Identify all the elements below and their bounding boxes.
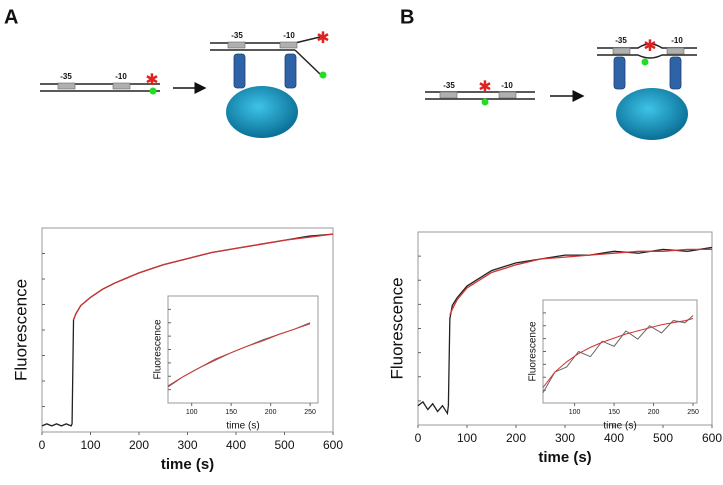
svg-text:✱: ✱ xyxy=(478,79,491,96)
x-tick-label: 600 xyxy=(702,431,722,445)
promoter-label: -10 xyxy=(283,31,295,40)
promoter-label: -10 xyxy=(671,36,683,45)
series-line xyxy=(167,323,311,387)
plot-frame xyxy=(167,295,319,404)
x-tick-label: 600 xyxy=(323,438,343,452)
x-tick-label: 200 xyxy=(129,438,149,452)
x-tick-label: 200 xyxy=(506,431,526,445)
x-tick-label: 200 xyxy=(265,409,277,416)
diagram-b: -35 -10 ✱ -35 -10 ✱ xyxy=(425,36,697,140)
x-tick-label: 100 xyxy=(457,431,477,445)
series-line xyxy=(449,248,712,316)
svg-text:✱: ✱ xyxy=(145,72,158,89)
y-axis-label: Fluorescence xyxy=(11,279,30,381)
y-axis-label: Fluorescence xyxy=(387,277,406,379)
promoter-label: -10 xyxy=(501,81,513,90)
y-axis-label: Fluorescence xyxy=(153,319,164,379)
x-tick-label: 0 xyxy=(415,431,422,445)
x-axis-label: time (s) xyxy=(603,421,636,432)
x-tick-label: 100 xyxy=(569,409,581,416)
x-axis-label: time (s) xyxy=(226,421,259,432)
x-tick-label: 400 xyxy=(226,438,246,452)
x-tick-label: 100 xyxy=(186,409,198,416)
panel-label: B xyxy=(400,6,414,28)
svg-text:✱: ✱ xyxy=(643,38,656,55)
promoter-label: -35 xyxy=(615,36,627,45)
x-tick-label: 150 xyxy=(608,409,620,416)
promoter-label: -10 xyxy=(115,72,127,81)
series-line xyxy=(72,233,334,321)
x-tick-label: 300 xyxy=(177,438,197,452)
plot-frame xyxy=(542,299,698,404)
x-tick-label: 250 xyxy=(304,409,316,416)
x-tick-label: 250 xyxy=(687,409,699,416)
x-axis-label: time (s) xyxy=(538,449,591,466)
x-tick-label: 100 xyxy=(80,438,100,452)
x-tick-label: 0 xyxy=(39,438,46,452)
promoter-label: -35 xyxy=(231,31,243,40)
diagram-a: -35 -10 ✱ -35 -10 ✱ xyxy=(40,30,330,138)
x-tick-label: 500 xyxy=(653,431,673,445)
x-tick-label: 400 xyxy=(604,431,624,445)
svg-text:✱: ✱ xyxy=(316,30,329,47)
x-tick-label: 500 xyxy=(274,438,294,452)
series-line xyxy=(542,318,694,388)
y-axis-label: Fluorescence xyxy=(528,321,539,381)
x-tick-label: 150 xyxy=(225,409,237,416)
promoter-label: -35 xyxy=(443,81,455,90)
panel-label: A xyxy=(4,6,18,28)
x-tick-label: 200 xyxy=(648,409,660,416)
x-tick-label: 300 xyxy=(555,431,575,445)
promoter-label: -35 xyxy=(60,72,72,81)
x-axis-label: time (s) xyxy=(161,456,214,473)
